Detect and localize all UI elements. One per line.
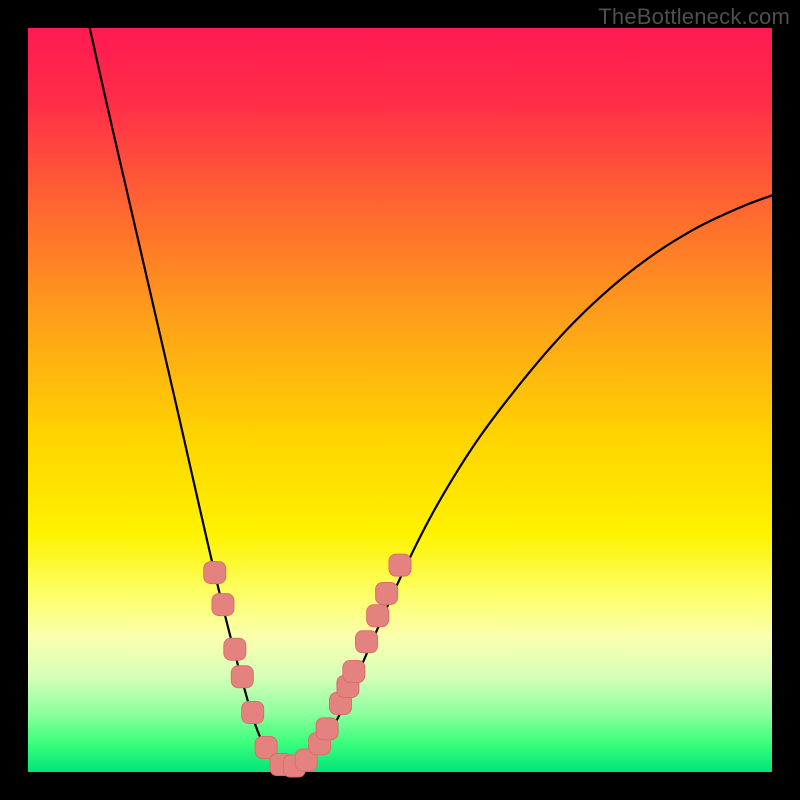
data-marker [376, 582, 398, 604]
chart-canvas: TheBottleneck.com [0, 0, 800, 800]
data-marker [204, 562, 226, 584]
data-marker [212, 594, 234, 616]
watermark-text: TheBottleneck.com [598, 4, 790, 30]
data-marker [224, 638, 246, 660]
data-marker [316, 718, 338, 740]
plot-background [28, 28, 772, 772]
data-marker [231, 666, 253, 688]
data-marker [343, 661, 365, 683]
data-marker [356, 631, 378, 653]
data-marker [367, 605, 389, 627]
data-marker [389, 554, 411, 576]
data-marker [242, 701, 264, 723]
bottleneck-chart [0, 0, 800, 800]
